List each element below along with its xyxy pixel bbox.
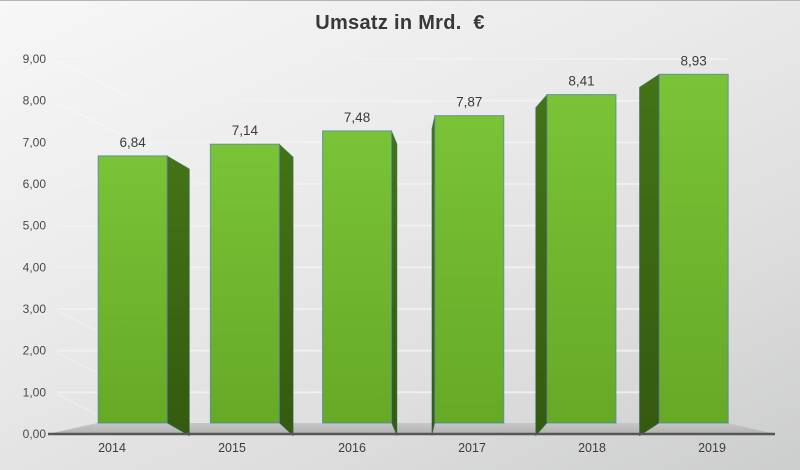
y-tick-label: 1,00 xyxy=(23,385,47,399)
y-tick-label: 7,00 xyxy=(23,135,47,149)
y-tick-label: 2,00 xyxy=(23,344,47,358)
y-tick-label: 0,00 xyxy=(23,427,47,441)
y-tick-label: 8,00 xyxy=(23,94,47,108)
x-tick-label: 2016 xyxy=(338,441,366,455)
x-tick-label: 2019 xyxy=(698,441,726,455)
bar-value-label: 7,14 xyxy=(232,123,259,138)
bar-2017: 7,87 xyxy=(431,95,505,437)
bar-front-face xyxy=(209,143,280,424)
bar-front-face xyxy=(322,130,393,424)
bar-2018: 8,41 xyxy=(535,74,617,437)
bar-2015: 7,14 xyxy=(209,123,294,437)
bar-value-label: 7,48 xyxy=(344,110,370,125)
bar-side-face xyxy=(639,73,660,437)
chart-floor xyxy=(48,423,775,434)
bar-front-face xyxy=(658,73,729,424)
bar-2014: 6,84 xyxy=(97,135,190,437)
bar-side-face xyxy=(166,155,190,437)
bar-value-label: 6,84 xyxy=(120,135,147,150)
bar-value-label: 7,87 xyxy=(456,95,482,110)
y-tick-label: 5,00 xyxy=(23,219,47,233)
bar-front-face xyxy=(434,115,505,424)
wall-streak xyxy=(56,102,128,139)
y-tick-label: 9,00 xyxy=(23,52,47,66)
x-tick-label: 2015 xyxy=(218,441,246,455)
bar-value-label: 8,41 xyxy=(568,74,594,89)
wall-streak xyxy=(56,60,128,97)
x-tick-label: 2014 xyxy=(98,441,126,455)
x-tick-label: 2017 xyxy=(458,441,486,455)
bar-side-face xyxy=(391,130,398,437)
bar-2019: 8,93 xyxy=(639,53,729,437)
bar-side-face xyxy=(279,143,294,437)
bar-2016: 7,48 xyxy=(322,110,398,437)
y-tick-label: 6,00 xyxy=(23,177,47,191)
bar-value-label: 8,93 xyxy=(681,53,707,68)
y-tick-label: 3,00 xyxy=(23,302,47,316)
bar-front-face xyxy=(97,155,168,424)
chart-title: Umsatz in Mrd. € xyxy=(315,12,485,34)
y-tick-label: 4,00 xyxy=(23,260,47,274)
x-tick-label: 2018 xyxy=(578,441,606,455)
bar-side-face xyxy=(535,93,548,437)
bar-front-face xyxy=(546,94,617,424)
